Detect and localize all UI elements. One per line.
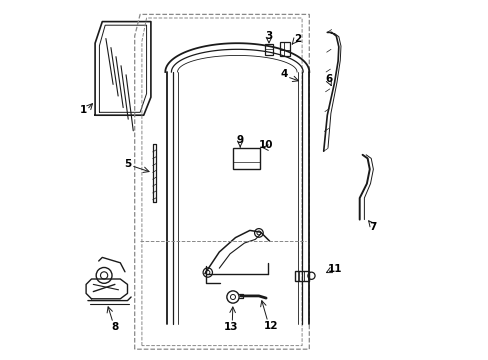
Text: 10: 10	[258, 140, 273, 150]
Text: 13: 13	[223, 322, 238, 332]
Text: 4: 4	[280, 69, 287, 79]
Text: 7: 7	[369, 222, 376, 232]
Text: 5: 5	[123, 159, 131, 169]
Text: 1: 1	[80, 105, 87, 115]
Text: 2: 2	[294, 34, 301, 44]
Text: 12: 12	[264, 321, 278, 331]
Text: 8: 8	[111, 322, 118, 332]
Text: 6: 6	[325, 74, 332, 84]
Text: 11: 11	[327, 264, 342, 274]
Text: 3: 3	[265, 31, 272, 41]
Text: 9: 9	[236, 135, 243, 145]
